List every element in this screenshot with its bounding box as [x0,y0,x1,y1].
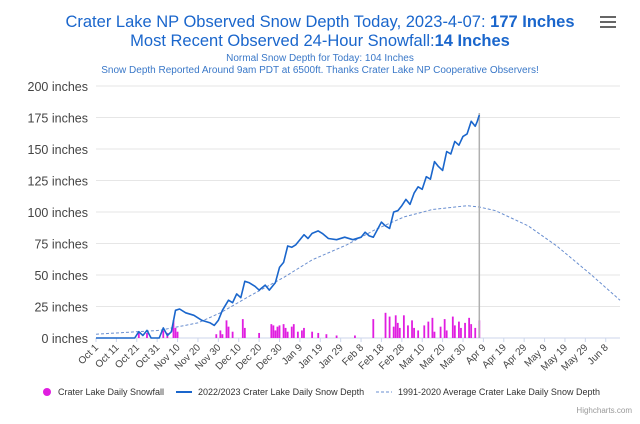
snowfall-bar [221,334,224,338]
y-tick-label: 0 inches [41,332,88,346]
y-tick-label: 75 inches [34,238,88,252]
snowfall-bar [301,330,303,338]
title2-prefix: Most Recent Observed 24-Hour Snowfall: [130,32,435,50]
snowfall-bar [272,325,275,338]
y-tick-label: 150 inches [28,143,88,157]
legend-item-depth[interactable]: 2022/2023 Crater Lake Daily Snow Depth [176,387,364,397]
snowfall-bar [290,326,293,338]
snowfall-bar [445,330,448,338]
snowfall-bar [284,327,287,338]
snowfall-bar [225,320,228,338]
chart-subtitle-1: Normal Snow Depth for Today: 104 Inches [226,53,414,64]
legend-label-average: 1991-2020 Average Crater Lake Daily Snow… [398,387,600,397]
snowfall-bar [464,322,466,338]
snowfall-bar [227,326,230,338]
legend-label-depth: 2022/2023 Crater Lake Daily Snow Depth [198,387,365,397]
depth-legend-swatch [176,391,192,393]
y-tick-label: 175 inches [28,112,88,126]
snowfall-bar [219,330,222,338]
snowfall-bar [413,327,415,338]
snowfall-bar [433,331,436,338]
title-value: 177 Inches [490,13,575,31]
y-tick-label: 200 inches [28,80,88,94]
x-tick-label: Jun 8 [586,342,611,367]
snowfall-bar [303,327,305,338]
snowfall-bar [407,325,409,338]
y-tick-label: 25 inches [34,301,88,315]
snowfall-bar [427,321,430,338]
snowfall-bar [402,315,405,338]
snowfall-bar [474,327,477,338]
snowfall-bar [274,330,277,338]
snowfall-bar [388,316,391,338]
y-tick-label: 50 inches [34,269,88,283]
snowfall-bar [278,325,281,338]
snowfall-bar [431,317,434,338]
title2-value: 14 Inches [434,32,510,50]
snow-depth-line [96,114,481,339]
snowfall-bar [325,334,328,338]
snowfall-bar [282,324,285,338]
snowfall-bar [439,326,442,338]
snowfall-bar [317,332,320,338]
chart-subtitle-2: Snow Depth Reported Around 9am PDT at 65… [101,65,539,76]
legend-item-average[interactable]: 1991-2020 Average Crater Lake Daily Snow… [376,387,600,397]
snowfall-bar [174,327,177,338]
snowfall-bar [417,330,420,338]
snowfall-bar [468,317,471,338]
snowfall-bar [392,326,395,338]
snowfall-bar [276,326,279,338]
snowfall-bar [451,316,454,338]
snowfall-bar [423,325,426,338]
snowfall-bar [372,319,375,338]
y-tick-label: 100 inches [28,206,88,220]
snowfall-bar [470,324,473,338]
snowfall-bar [394,315,397,338]
snowfall-bar [296,331,299,338]
chart-credits[interactable]: Highcharts.com [576,406,632,415]
snowfall-bar [398,327,401,338]
chart-title-line2: Most Recent Observed 24-Hour Snowfall:14… [0,32,640,51]
snowfall-bar [396,322,399,338]
snowfall-bar [411,320,413,338]
snowfall-bar [146,332,148,338]
chart-title: Crater Lake NP Observed Snow Depth Today… [0,13,640,32]
snowfall-bar [258,332,261,338]
snowfall-bar [460,327,462,338]
snowfall-bar [162,330,165,338]
snowfall-bar [137,331,140,338]
snowfall-bar [176,331,179,338]
snowfall-bar [241,319,244,338]
snowfall-bar [243,327,246,338]
legend-label-snowfall: Crater Lake Daily Snowfall [58,387,165,397]
snowfall-bar [286,331,289,338]
snowfall-bar [311,331,314,338]
snowfall-bar [384,312,387,338]
snowfall-legend-swatch [43,388,51,396]
snowfall-bar [231,331,234,338]
y-tick-label: 125 inches [28,175,88,189]
snowfall-bar [215,334,218,338]
snowfall-bar [354,335,356,338]
snowfall-bar [270,324,273,338]
snowfall-bar [292,324,295,338]
snowfall-bar [172,320,175,338]
title-prefix: Crater Lake NP Observed Snow Depth Today… [65,13,491,31]
hamburger-menu-icon[interactable] [600,16,616,30]
legend-item-snowfall[interactable]: Crater Lake Daily Snowfall [42,387,164,397]
snowfall-bar [443,319,446,338]
snowfall-bar [335,335,338,338]
snowfall-bar [453,325,456,338]
average-legend-swatch [376,391,392,393]
snowfall-bar [458,321,460,338]
